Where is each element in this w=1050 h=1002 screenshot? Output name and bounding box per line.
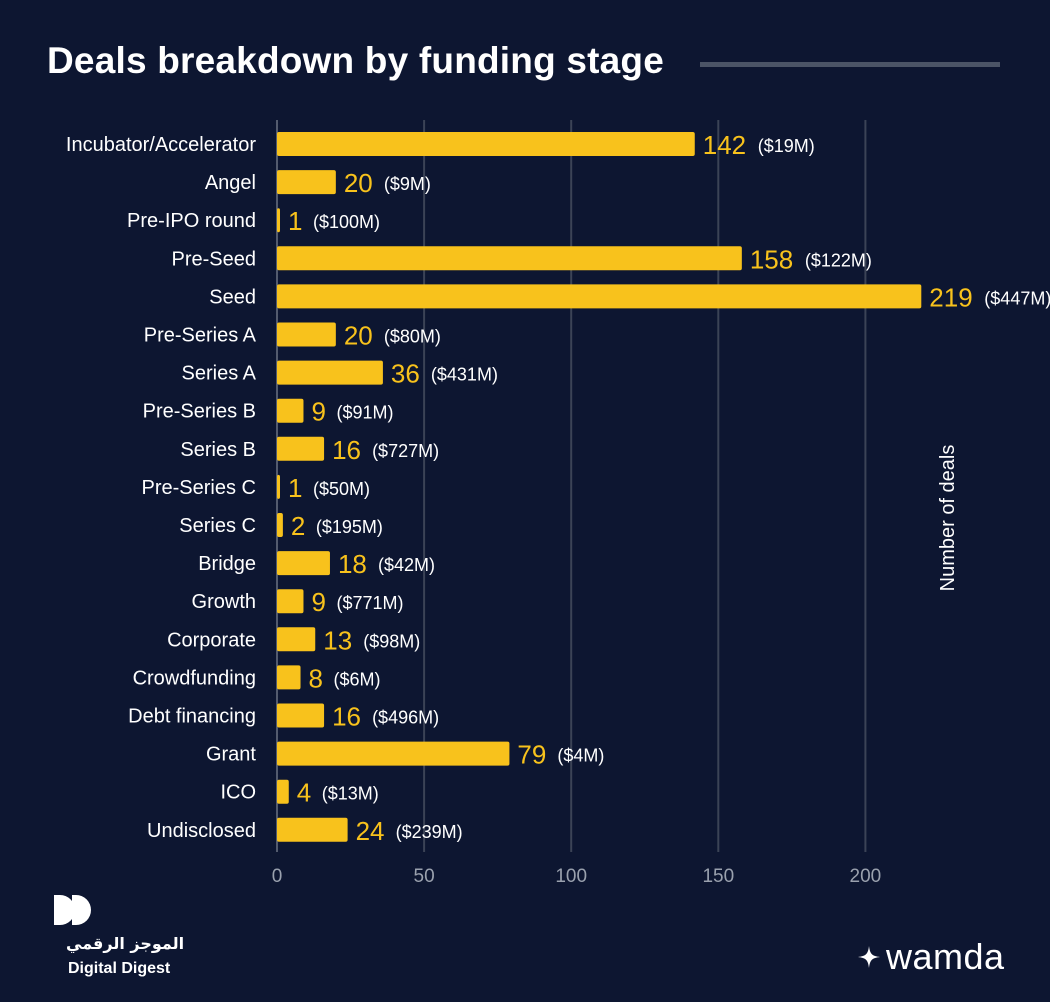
bar: [277, 398, 304, 423]
title-divider: [700, 62, 1000, 67]
amount-label: ($239M): [396, 822, 463, 842]
amount-label: ($13M): [322, 784, 379, 804]
data-label: 1: [288, 473, 302, 503]
bar: [277, 703, 325, 728]
bar: [277, 627, 316, 652]
y-axis-title: Number of deals: [937, 445, 959, 592]
x-tick-label: 200: [850, 866, 882, 887]
amount-label: ($42M): [378, 555, 435, 575]
amount-label: ($100M): [313, 212, 380, 232]
digital-digest-english: Digital Digest: [68, 960, 171, 977]
data-label: 219: [929, 282, 972, 312]
category-label: Series C: [179, 515, 256, 537]
amount-label: ($431M): [431, 365, 498, 385]
data-label: 20: [344, 168, 373, 198]
data-label: 20: [344, 321, 373, 351]
chart-title: Deals breakdown by funding stage: [47, 40, 665, 81]
sparkle-icon: [858, 946, 880, 968]
bar: [277, 474, 280, 499]
category-label: Growth: [192, 591, 256, 613]
wamda-logo: wamda: [858, 936, 1005, 978]
bar: [277, 246, 742, 271]
category-label: Seed: [209, 286, 256, 308]
category-label: Series B: [180, 439, 256, 461]
amount-label: ($9M): [384, 174, 431, 194]
data-label: 142: [703, 130, 746, 160]
x-tick-label: 100: [555, 866, 587, 887]
category-label: Undisclosed: [147, 820, 256, 842]
amount-label: ($19M): [758, 136, 815, 156]
bar: [277, 170, 336, 195]
data-label: 4: [297, 778, 311, 808]
data-label: 16: [332, 702, 361, 732]
bar: [277, 551, 330, 576]
digital-digest-arabic: الموجز الرقمي: [66, 934, 185, 953]
bar: [277, 513, 283, 537]
data-label: 13: [323, 625, 352, 655]
data-label: 24: [356, 816, 385, 846]
data-label: 16: [332, 435, 361, 465]
amount-label: ($195M): [316, 517, 383, 537]
category-label: Pre-Series C: [142, 477, 256, 499]
category-label: Angel: [205, 172, 256, 194]
bar-chart: Incubator/Accelerator 142 ($19M)Angel 20 ($9…: [66, 120, 1050, 887]
category-label: Crowdfunding: [133, 667, 256, 689]
data-label: 79: [517, 740, 546, 770]
bar: [277, 322, 336, 347]
amount-label: ($496M): [372, 708, 439, 728]
x-tick-label: 50: [414, 866, 435, 887]
data-label: 9: [311, 397, 325, 427]
amount-label: ($80M): [384, 327, 441, 347]
wamda-wordmark: wamda: [886, 936, 1005, 977]
category-label: Debt financing: [128, 706, 256, 728]
bar: [277, 589, 304, 614]
category-label: Grant: [206, 744, 256, 766]
data-label: 158: [750, 244, 793, 274]
bar: [277, 741, 510, 766]
data-label: 8: [309, 663, 323, 693]
amount-label: ($447M): [984, 288, 1050, 308]
bar: [277, 360, 383, 385]
bar: [277, 284, 922, 309]
x-tick-label: 150: [702, 866, 734, 887]
category-label: Pre-IPO round: [127, 210, 256, 232]
double-d-logo-icon: [54, 895, 91, 925]
amount-label: ($4M): [557, 746, 604, 766]
bar: [277, 208, 280, 233]
amount-label: ($771M): [336, 593, 403, 613]
amount-label: ($50M): [313, 479, 370, 499]
data-label: 1: [288, 206, 302, 236]
category-label: Corporate: [167, 629, 256, 651]
category-label: Series A: [182, 363, 257, 385]
amount-label: ($122M): [805, 250, 872, 270]
category-label: ICO: [220, 782, 256, 804]
bar: [277, 132, 695, 156]
data-label: 2: [291, 511, 305, 541]
bar: [277, 817, 348, 842]
bar: [277, 779, 289, 804]
amount-label: ($6M): [334, 669, 381, 689]
data-label: 9: [311, 587, 325, 617]
category-label: Pre-Seed: [172, 248, 257, 270]
amount-label: ($91M): [336, 403, 393, 423]
data-label: 36: [391, 359, 420, 389]
category-label: Pre-Series A: [144, 325, 257, 347]
bar: [277, 665, 301, 690]
x-tick-label: 0: [272, 866, 283, 887]
category-label: Pre-Series B: [143, 401, 256, 423]
amount-label: ($727M): [372, 441, 439, 461]
bar: [277, 436, 325, 461]
data-label: 18: [338, 549, 367, 579]
amount-label: ($98M): [363, 631, 420, 651]
category-label: Incubator/Accelerator: [66, 134, 256, 156]
category-label: Bridge: [198, 553, 256, 575]
